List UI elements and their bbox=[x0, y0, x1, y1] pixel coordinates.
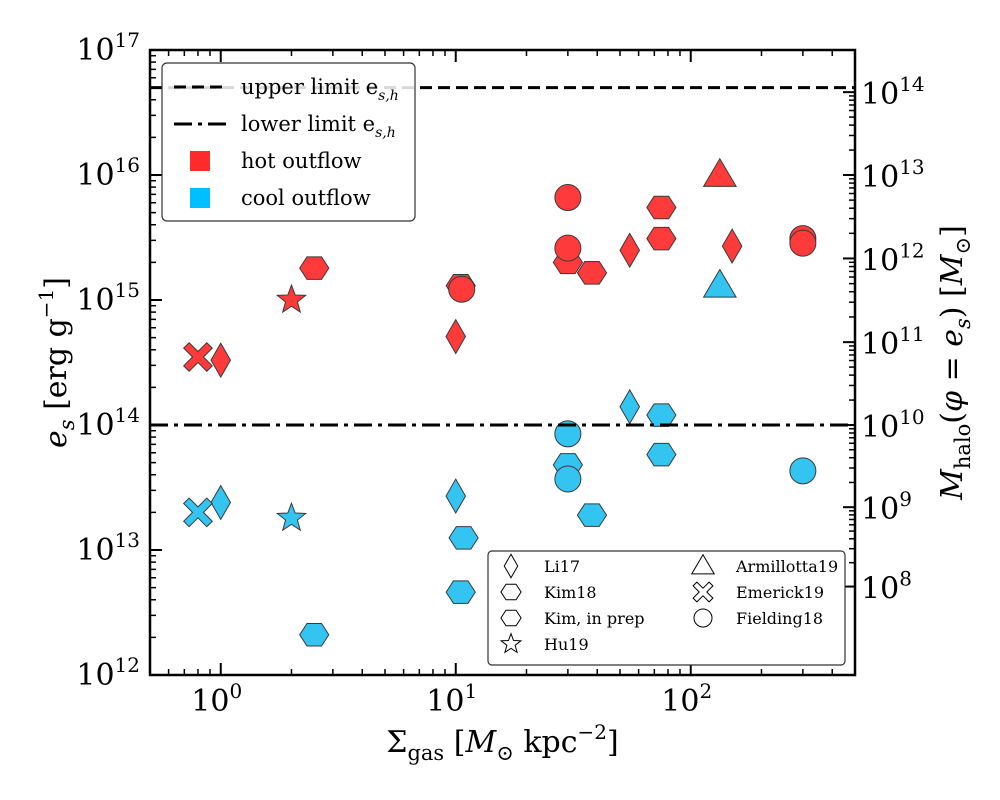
data-point-hexagon-cool bbox=[448, 526, 479, 550]
data-point-circle-hot bbox=[554, 234, 582, 262]
legend-marker-label: Armillotta19 bbox=[735, 557, 838, 576]
legend-marker-triangle bbox=[690, 553, 716, 575]
legend-marker-hexagon2 bbox=[500, 609, 522, 627]
right-tick-label: 1010 bbox=[861, 405, 925, 445]
data-point-diamond-hot bbox=[721, 228, 743, 264]
legend-marker-label: Kim18 bbox=[544, 583, 597, 602]
data-point-circle-hot bbox=[554, 184, 582, 212]
legend-marker-label: Hu19 bbox=[544, 635, 589, 654]
plot-frame bbox=[148, 48, 857, 677]
data-point-cross-cool bbox=[182, 497, 213, 528]
right-axis-label: Mhalo(φ = es) [M⊙] bbox=[935, 225, 975, 501]
data-point-circle-hot bbox=[448, 275, 476, 303]
data-point-star-hot bbox=[275, 283, 308, 314]
legend-label: upper limit es,h bbox=[241, 75, 399, 104]
data-point-hexagon-hot bbox=[646, 195, 677, 220]
data-point-triangle-cool bbox=[702, 268, 737, 298]
data-point-circle-cool bbox=[789, 457, 817, 485]
legend-marker-hexagon bbox=[500, 583, 522, 601]
y-tick-label: 1013 bbox=[76, 528, 140, 568]
data-point-diamond-cool bbox=[619, 388, 641, 425]
axes: 100 101 102 1012 1013 1014 1015 1016 1017 108 109 1… bbox=[34, 28, 975, 765]
legend-marker-label: Kim, in prep bbox=[544, 609, 645, 628]
legend-marker-star bbox=[499, 632, 523, 654]
data-point-diamond-hot bbox=[445, 318, 467, 355]
data-point-hexagon-hot bbox=[576, 261, 608, 285]
data-point-hexagon-cool bbox=[646, 403, 677, 427]
data-point-hexagon-hot bbox=[299, 256, 330, 280]
legend-marker-diamond bbox=[503, 553, 519, 579]
legend-markers: Li17 Kim18 Kim, in prep Hu19 Armillotta19 Eme… bbox=[487, 550, 846, 666]
y-tick-label: 1014 bbox=[76, 403, 140, 443]
right-tick-label: 1011 bbox=[861, 322, 925, 362]
data-point-diamond-cool bbox=[210, 484, 232, 521]
legend-main-box bbox=[161, 62, 416, 222]
legend-swatch-hot bbox=[190, 151, 210, 171]
legend-label: hot outflow bbox=[241, 149, 362, 173]
legend-marker-label: Fielding18 bbox=[736, 609, 823, 628]
right-tick-label: 1012 bbox=[861, 238, 925, 278]
data-point-star-cool bbox=[275, 501, 308, 532]
data-point-triangle-hot bbox=[702, 157, 737, 187]
y-tick-label: 1015 bbox=[76, 278, 140, 318]
data-point-hexagon-cool bbox=[646, 442, 677, 467]
x-tick-label: 102 bbox=[661, 679, 712, 719]
legend-label: lower limit es,h bbox=[241, 112, 396, 141]
legend-marker-cross bbox=[692, 581, 714, 603]
right-tick-label: 1013 bbox=[861, 155, 925, 195]
legend-marker-label: Emerick19 bbox=[736, 583, 824, 602]
legend-marker-circle bbox=[693, 608, 713, 628]
right-tick-label: 108 bbox=[861, 567, 912, 607]
x-axis-label: Σgas [M⊙ kpc−2] bbox=[386, 720, 618, 765]
x-tick-label: 100 bbox=[191, 679, 242, 719]
data-point-hexagon-cool bbox=[576, 503, 608, 527]
data-point-cross-hot bbox=[182, 341, 213, 372]
y-tick-label: 1017 bbox=[76, 28, 140, 68]
y-axis-label: es [erg g−1] bbox=[34, 277, 79, 448]
data-markers bbox=[182, 157, 817, 647]
legend-marker-label: Li17 bbox=[544, 557, 580, 576]
data-point-hexagon-cool bbox=[299, 622, 330, 647]
y-tick-label: 1016 bbox=[76, 153, 140, 193]
legend-markers-box bbox=[487, 550, 846, 666]
legend-label: cool outflow bbox=[241, 186, 371, 210]
data-point-diamond-cool bbox=[445, 478, 467, 514]
legend-main: upper limit es,h lower limit es,h hot outf… bbox=[161, 62, 416, 222]
data-point-hexagon-hot bbox=[646, 226, 677, 251]
right-tick-label: 1014 bbox=[861, 72, 925, 112]
data-point-circle-cool bbox=[554, 465, 582, 493]
data-point-circle-cool bbox=[554, 420, 582, 448]
data-point-circle-hot bbox=[789, 229, 817, 257]
x-tick-label: 101 bbox=[426, 679, 477, 719]
y-tick-label: 1012 bbox=[76, 653, 140, 693]
data-point-diamond-hot bbox=[210, 342, 232, 379]
data-point-hexagon-cool bbox=[445, 580, 476, 604]
right-tick-label: 109 bbox=[861, 487, 912, 527]
data-point-diamond-hot bbox=[619, 232, 641, 269]
legend-swatch-cool bbox=[190, 188, 210, 208]
